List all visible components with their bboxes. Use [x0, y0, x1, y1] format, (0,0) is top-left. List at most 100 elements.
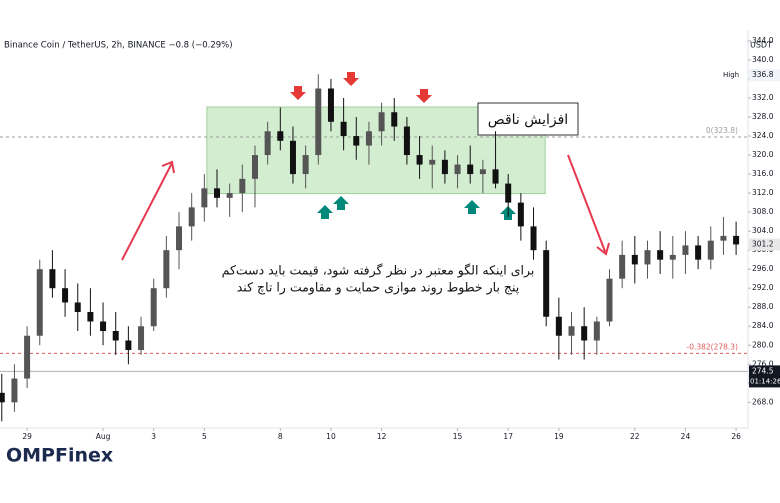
x-tick-label: 8	[278, 432, 283, 441]
x-tick-label: 15	[453, 432, 463, 441]
candle-body	[251, 155, 258, 179]
candle-body	[606, 278, 613, 322]
candle-body	[644, 250, 651, 265]
candle-body	[631, 254, 638, 265]
y-tick-label: 316.0	[752, 169, 774, 178]
candle-body	[264, 131, 271, 156]
chart-title: Binance Coin / TetherUS, 2h, BINANCE −0.…	[4, 41, 233, 51]
y-tick-label: 328.0	[752, 112, 774, 121]
candle-body	[733, 235, 740, 245]
candle-body	[188, 207, 195, 227]
x-tick-label: 24	[681, 432, 691, 441]
pattern-label: افزایش ناقص	[488, 112, 568, 128]
candle-body	[112, 330, 119, 341]
candle-body	[36, 269, 43, 336]
countdown: 01:14:26	[750, 377, 780, 385]
x-tick-label: 19	[554, 432, 564, 441]
currency-label: USDT	[750, 41, 772, 50]
candle-body	[289, 140, 296, 175]
note-line: پنج بار خطوط روند موازی حمایت و مقاومت ر…	[237, 280, 520, 296]
label-box	[477, 102, 579, 136]
candle-body	[530, 226, 537, 251]
y-tick-label: 288.0	[752, 302, 774, 311]
candle-body	[365, 131, 372, 146]
candle-body	[454, 164, 461, 175]
candle-body	[353, 136, 360, 146]
last-price-badge	[749, 238, 780, 251]
trend-arrows	[121, 154, 610, 261]
candle-body	[403, 126, 410, 156]
price-line-value: 274.5	[752, 366, 774, 375]
candle-body	[378, 112, 385, 132]
y-tick-label: 332.0	[752, 93, 774, 102]
resistance-markers	[290, 72, 432, 103]
candle-body	[24, 335, 31, 379]
x-tick-label: 29	[22, 432, 32, 441]
y-tick-label: 340.0	[752, 55, 774, 64]
high-label: High	[723, 71, 739, 79]
candle-body	[467, 164, 474, 175]
arrow-head	[596, 242, 610, 256]
x-tick-label: Aug	[96, 432, 111, 441]
down-marker	[290, 86, 306, 100]
candle-body	[49, 269, 56, 289]
candle-body	[517, 202, 524, 227]
candle-body	[62, 288, 69, 303]
candle-body	[138, 326, 145, 351]
candle-body	[11, 378, 18, 403]
y-tick-label: 280.0	[752, 340, 774, 349]
candle-body	[555, 316, 562, 336]
candle-body	[657, 250, 664, 260]
y-tick-label: 276.0	[752, 359, 774, 368]
candle-body	[176, 226, 183, 251]
up-marker	[317, 205, 333, 219]
candle-body	[125, 340, 132, 351]
candle-body	[568, 326, 575, 336]
logo: OMPFinex	[6, 445, 113, 467]
y-tick-label: 304.0	[752, 226, 774, 235]
x-tick-label: 22	[630, 432, 640, 441]
candle-body	[441, 159, 448, 175]
candle-body	[239, 178, 246, 194]
candle-body	[74, 302, 81, 312]
y-tick-label: 308.0	[752, 207, 774, 216]
candle-body	[277, 131, 284, 141]
candle-body	[505, 183, 512, 203]
y-tick-label: 268.0	[752, 397, 774, 406]
candle-body	[87, 311, 94, 322]
trend-arrow	[121, 162, 173, 261]
y-tick-label: 292.0	[752, 283, 774, 292]
candle-body	[669, 254, 676, 260]
candle-body	[150, 288, 157, 327]
candle-body	[429, 159, 436, 165]
candle-body	[720, 235, 727, 241]
candle-body	[391, 112, 398, 127]
up-marker	[464, 200, 480, 214]
up-marker	[333, 196, 349, 210]
candle-body	[707, 240, 714, 260]
x-tick-label: 5	[202, 432, 207, 441]
fib-label: 0(323.8)	[706, 126, 738, 135]
candle-body	[682, 245, 689, 255]
y-tick-label: 312.0	[752, 188, 774, 197]
y-tick-label: 344.0	[752, 36, 774, 45]
candle-body	[479, 169, 486, 175]
candle-body	[416, 155, 423, 165]
candle-body	[492, 169, 499, 184]
candle-body	[581, 326, 588, 341]
candle-body	[0, 392, 5, 403]
last-price: 301.2	[752, 239, 774, 248]
y-tick-label: 296.0	[752, 264, 774, 273]
x-tick-label: 12	[377, 432, 387, 441]
y-tick-label: 320.0	[752, 150, 774, 159]
candle-body	[201, 188, 208, 208]
x-tick-label: 17	[503, 432, 513, 441]
trend-arrow	[567, 154, 607, 255]
candle-body	[340, 121, 347, 137]
fib-label: -0.382(278.3)	[686, 342, 738, 351]
candle-body	[315, 88, 322, 156]
candle-body	[226, 193, 233, 198]
y-tick-label: 324.0	[752, 131, 774, 140]
candle-body	[327, 88, 334, 122]
